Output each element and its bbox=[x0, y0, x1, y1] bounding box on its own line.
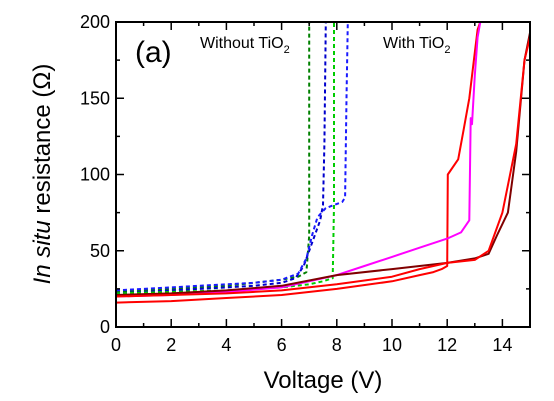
series-layer bbox=[115, 21, 531, 304]
x-tick-label: 4 bbox=[221, 335, 231, 355]
y-axis-label-italic: In situ bbox=[29, 220, 56, 284]
series-line-2 bbox=[115, 21, 327, 295]
annotation-with-tio2: With TiO2 bbox=[383, 35, 450, 56]
annotation-without-tio2: Without TiO2 bbox=[200, 35, 290, 56]
annotation-with-text: With TiO bbox=[383, 35, 444, 52]
y-axis-label-rest: resistance (Ω) bbox=[29, 64, 56, 221]
x-tick-label: 10 bbox=[382, 335, 402, 355]
axis-ticks: 0 2 4 6 8 10 12 14 0 50 100 150 200 bbox=[80, 12, 531, 355]
series-line-3 bbox=[115, 21, 349, 292]
y-axis-label: In situ resistance (Ω) bbox=[29, 64, 56, 285]
y-tick-label: 200 bbox=[80, 12, 110, 32]
x-tick-label: 14 bbox=[492, 335, 512, 355]
series-line-1 bbox=[115, 22, 311, 293]
x-tick-label: 8 bbox=[332, 335, 342, 355]
series-line-8 bbox=[115, 37, 531, 298]
y-tick-label: 100 bbox=[80, 165, 110, 185]
annotation-without-text: Without TiO bbox=[200, 35, 284, 52]
x-axis-label: Voltage (V) bbox=[264, 367, 383, 394]
x-tick-label: 2 bbox=[166, 335, 176, 355]
annotation-without-sub: 2 bbox=[284, 44, 290, 56]
panel-label: (a) bbox=[135, 36, 172, 69]
x-tick-label: 12 bbox=[437, 335, 457, 355]
y-tick-label: 150 bbox=[80, 88, 110, 108]
annotation-with-sub: 2 bbox=[444, 44, 450, 56]
series-line-7 bbox=[115, 32, 531, 296]
x-tick-label: 6 bbox=[277, 335, 287, 355]
series-line-5 bbox=[115, 21, 482, 304]
series-line-6 bbox=[115, 21, 482, 298]
y-tick-label: 50 bbox=[90, 241, 110, 261]
y-tick-label: 0 bbox=[100, 317, 110, 337]
x-tick-label: 0 bbox=[111, 335, 121, 355]
